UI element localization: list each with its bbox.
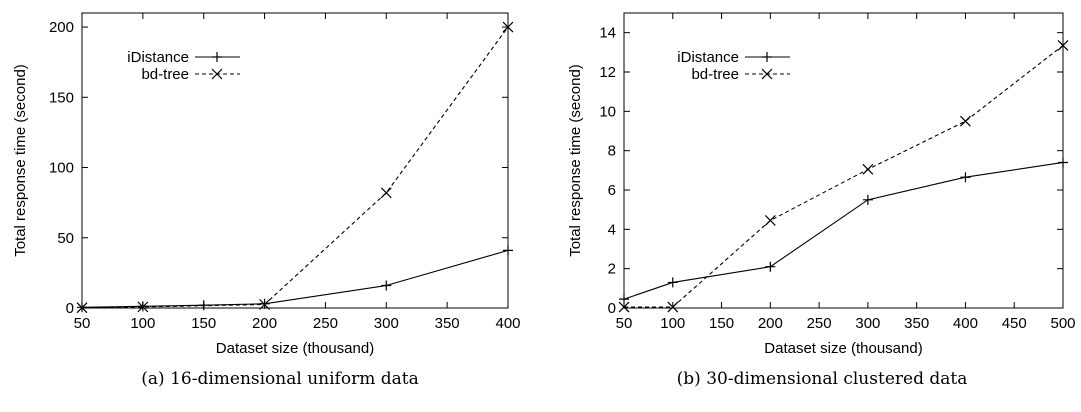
series-line <box>81 249 509 308</box>
x-tick-label: 50 <box>616 315 633 332</box>
x-tick-label: 500 <box>1050 315 1075 332</box>
x-tick-label: 250 <box>807 315 832 332</box>
data-point <box>765 261 776 272</box>
x-tick-label: 350 <box>435 315 460 332</box>
y-axis-label: Total response time (second) <box>12 64 29 257</box>
x-tick-label: 350 <box>904 315 929 332</box>
x-tick-label: 300 <box>374 315 399 332</box>
data-point <box>76 302 88 314</box>
chart-b: 50 100 150 200 250 300 350 400 450 500 0 2 4 6 8 10 12 14… <box>567 12 1076 389</box>
x-tick-label: 150 <box>191 315 216 332</box>
y-tick-label: 4 <box>608 221 616 238</box>
data-point <box>862 163 874 175</box>
y-tick-label: 6 <box>608 182 616 199</box>
chart-caption: (b) 30-dimensional clustered data <box>677 369 968 389</box>
x-tick-label: 300 <box>855 315 880 332</box>
series-line <box>623 161 1064 300</box>
data-point <box>862 194 873 205</box>
data-point <box>619 294 629 305</box>
data-point <box>381 280 392 291</box>
y-tick-label: 10 <box>599 103 616 120</box>
data-point <box>1057 40 1069 51</box>
legend-label: bd-tree <box>691 66 739 83</box>
y-tick-label: 14 <box>599 25 616 42</box>
y-tick-label: 200 <box>49 19 74 36</box>
x-tick-label: 200 <box>252 315 277 332</box>
y-axis-label: Total response time (second) <box>567 64 584 257</box>
legend-marker <box>211 68 223 80</box>
x-tick-label: 50 <box>74 315 91 332</box>
y-tick-label: 0 <box>608 300 616 317</box>
data-point <box>1058 157 1068 168</box>
x-tick-label: 150 <box>709 315 734 332</box>
chart-caption: (a) 16-dimensional uniform data <box>141 369 418 389</box>
data-point <box>259 299 270 310</box>
plot-frame <box>81 12 509 309</box>
legend-marker <box>762 52 772 62</box>
y-tick-label: 150 <box>49 89 74 106</box>
legend-label: bd-tree <box>141 66 189 83</box>
legend-marker <box>761 68 773 80</box>
data-point <box>960 172 971 183</box>
series-bd-tree <box>76 21 514 314</box>
x-tick-label: 400 <box>953 315 978 332</box>
data-point <box>667 301 679 313</box>
data-point <box>502 21 514 33</box>
chart-a: 50 100 150 200 250 300 350 400050100150200Datas… <box>12 12 521 389</box>
y-tick-label: 12 <box>599 64 616 81</box>
y-tick-label: 8 <box>608 143 616 160</box>
data-point <box>764 215 776 226</box>
x-tick-label: 400 <box>495 315 520 332</box>
x-tick-label: 200 <box>758 315 783 332</box>
x-axis-label: Dataset size (thousand) <box>216 340 374 357</box>
series-idistance <box>619 157 1068 305</box>
y-tick-label: 100 <box>49 160 74 177</box>
x-tick-label: 100 <box>660 315 685 332</box>
legend-label: iDistance <box>127 49 189 66</box>
x-tick-label: 100 <box>130 315 155 332</box>
y-tick-label: 0 <box>66 300 74 317</box>
series-line <box>624 45 1064 308</box>
data-point <box>960 115 971 127</box>
y-tick-label: 2 <box>608 261 616 278</box>
series-bd-tree <box>618 40 1069 313</box>
data-point <box>503 245 513 256</box>
data-point <box>618 301 630 313</box>
data-point <box>667 277 678 288</box>
y-tick-label: 50 <box>57 230 74 247</box>
legend-marker <box>212 52 222 62</box>
legend-label: iDistance <box>677 49 739 66</box>
data-point <box>137 301 149 313</box>
x-axis-label: Dataset size (thousand) <box>764 340 922 357</box>
x-tick-label: 250 <box>313 315 338 332</box>
x-tick-label: 450 <box>1002 315 1027 332</box>
data-point <box>380 187 392 199</box>
